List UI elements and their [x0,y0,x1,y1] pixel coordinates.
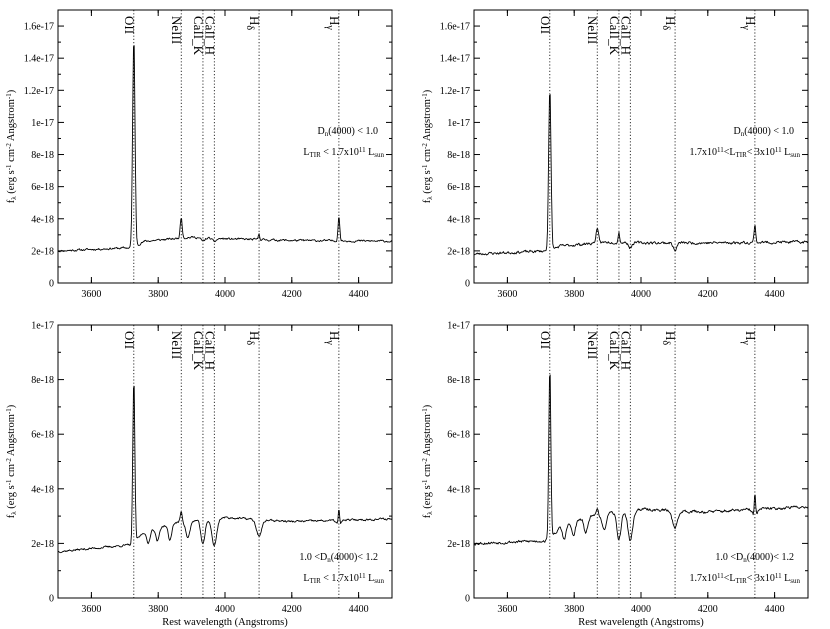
y-tick-label: 1.6e-17 [24,22,54,33]
annotation-line-1: 1.0 <Dn(4000)< 1.2 [715,552,794,564]
y-tick-label: 2e-18 [447,539,470,550]
line-label: OII [538,16,553,34]
y-tick-label: 4e-18 [447,484,470,495]
line-label: NeIII [169,16,184,44]
annotation-line-1: Dn(4000) < 1.0 [317,126,378,138]
line-label: Hγ [740,16,758,30]
line-label: CaII_H [618,16,633,55]
x-tick-label: 3600 [81,289,101,300]
spectrum-line [473,374,809,546]
x-tick-label: 3800 [148,289,168,300]
line-label: Hδ [244,331,262,345]
y-tick-label: 1.6e-17 [440,22,470,33]
x-tick-label: 3800 [564,604,584,615]
annotation-line-1: Dn(4000) < 1.0 [733,126,794,138]
y-tick-label: 8e-18 [31,150,54,161]
y-tick-label: 0 [49,594,54,605]
line-label: Hγ [324,331,342,345]
y-tick-label: 1e-17 [31,118,54,129]
y-tick-label: 0 [465,594,470,605]
x-tick-label: 3800 [564,289,584,300]
x-tick-label: 4000 [215,604,235,615]
annotation-line-2: LTIR < 1.7x1011 Lsun [303,146,384,159]
y-tick-label: 0 [49,279,54,290]
x-tick-label: 4400 [349,604,369,615]
y-tick-label: 4e-18 [31,214,54,225]
y-tick-label: 0 [465,279,470,290]
line-label: CaII_K [191,16,206,56]
y-tick-label: 1e-17 [447,321,470,332]
y-axis-label: fλ (erg s-1 cm-2 Angstrom-1) [421,404,434,518]
y-tick-label: 6e-18 [31,182,54,193]
x-tick-label: 4400 [349,289,369,300]
line-label: OII [122,331,137,349]
spectrum-line [474,94,808,256]
panel-bottom-right: 3600 3800 4000 4200 4400 0 2e-18 4e-18 6e-18 8e-1… [421,321,809,628]
line-label: CaII_H [618,331,633,370]
y-tick-label: 2e-18 [31,246,54,257]
y-tick-label: 1.4e-17 [24,54,54,65]
x-tick-label: 4400 [765,604,785,615]
x-tick-label: 4200 [282,289,302,300]
line-label: CaII_K [607,16,622,56]
y-tick-label: 4e-18 [31,484,54,495]
panel-top-right: 3600 3800 4000 4200 4400 0 2e-18 4e-18 6e-18 8e-1… [421,9,809,300]
line-label: Hδ [660,331,678,345]
y-tick-label: 2e-18 [31,539,54,550]
y-tick-label: 6e-18 [447,430,470,441]
y-tick-label: 8e-18 [447,375,470,386]
spectrum-line [57,385,393,554]
x-tick-label: 3800 [148,604,168,615]
x-tick-label: 3600 [81,604,101,615]
x-tick-label: 4200 [698,289,718,300]
annotation-line-2: LTIR < 1.7x1011 Lsun [303,572,384,585]
panel-top-left: 3600 3800 4000 4200 4400 0 2e-18 4e-18 6e-18 8e-1… [5,9,393,300]
line-label: OII [122,16,137,34]
y-tick-label: 1e-17 [447,118,470,129]
x-tick-label: 4000 [631,289,651,300]
annotation-line-2: 1.7x1011<LTIR< 3x1011 Lsun [689,146,800,159]
panel-bottom-left: 3600 3800 4000 4200 4400 0 2e-18 4e-18 6e-18 8e-1… [5,321,393,628]
line-label: NeIII [169,331,184,359]
y-tick-label: 6e-18 [447,182,470,193]
y-tick-label: 2e-18 [447,246,470,257]
y-tick-label: 1.4e-17 [440,54,470,65]
line-label: CaII_K [607,331,622,371]
annotation-line-1: 1.0 <Dn(4000)< 1.2 [299,552,378,564]
spectrum-line [57,45,393,253]
y-axis-label: fλ (erg s-1 cm-2 Angstrom-1) [421,89,434,203]
line-label: CaII_H [202,331,217,370]
y-tick-label: 1.2e-17 [24,86,54,97]
y-tick-label: 4e-18 [447,214,470,225]
x-tick-label: 4400 [765,289,785,300]
line-label: OII [538,331,553,349]
line-label: NeIII [585,331,600,359]
line-label: Hγ [740,331,758,345]
line-label: Hδ [660,16,678,30]
line-label: CaII_K [191,331,206,371]
y-axis-label: fλ (erg s-1 cm-2 Angstrom-1) [5,404,18,518]
y-tick-label: 1e-17 [31,321,54,332]
y-axis-label: fλ (erg s-1 cm-2 Angstrom-1) [5,89,18,203]
annotation-line-2: 1.7x1011<LTIR< 3x1011 Lsun [689,572,800,585]
line-label: NeIII [585,16,600,44]
x-tick-label: 4000 [631,604,651,615]
x-tick-label: 3600 [497,289,517,300]
y-tick-label: 8e-18 [447,150,470,161]
x-tick-label: 4200 [698,604,718,615]
line-label: Hγ [324,16,342,30]
y-tick-label: 6e-18 [31,430,54,441]
x-axis-label: Rest wavelength (Angstroms) [578,617,704,628]
y-tick-label: 1.2e-17 [440,86,470,97]
x-tick-label: 4000 [215,289,235,300]
line-label: Hδ [244,16,262,30]
y-tick-label: 8e-18 [31,375,54,386]
x-axis-label: Rest wavelength (Angstroms) [162,617,288,628]
x-tick-label: 3600 [497,604,517,615]
x-tick-label: 4200 [282,604,302,615]
line-label: CaII_H [202,16,217,55]
